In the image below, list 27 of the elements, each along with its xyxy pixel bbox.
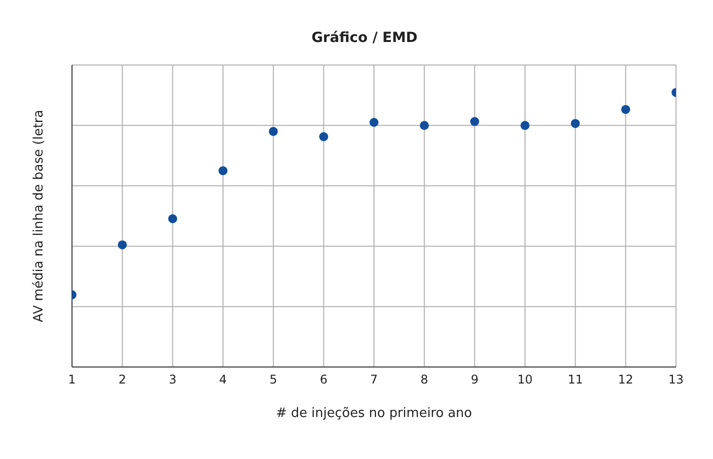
x-tick-label: 1 [68, 372, 76, 387]
x-tick-label: 9 [470, 372, 478, 387]
x-tick-label: 8 [420, 372, 428, 387]
chart-title: Gráfico / EMD [310, 30, 419, 46]
x-tick-label: 2 [118, 372, 126, 387]
point [370, 118, 378, 127]
x-tick-label: 12 [618, 372, 634, 387]
point [520, 120, 530, 130]
point [319, 132, 328, 142]
point [570, 118, 580, 128]
point [218, 166, 228, 176]
point [621, 104, 630, 114]
x-tick-label: 13 [668, 372, 684, 387]
y-axis-title: AV média na linha de base (letra [32, 110, 47, 322]
point [268, 126, 278, 136]
x-tick-label: 10 [517, 372, 533, 387]
x-tick-label: 3 [168, 372, 176, 387]
point [420, 120, 429, 130]
x-tick-label: 6 [320, 372, 328, 387]
x-tick-label: 11 [568, 372, 583, 387]
point [168, 214, 178, 224]
point [118, 240, 127, 250]
x-axis-title: # de injeções no primeiro ano [276, 406, 472, 421]
x-tick-label: 4 [219, 372, 227, 387]
x-tick-label: 7 [370, 372, 378, 387]
point [470, 117, 480, 126]
x-tick-label: 5 [270, 372, 278, 387]
